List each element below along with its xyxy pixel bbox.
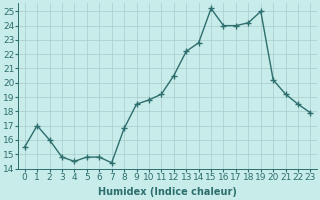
X-axis label: Humidex (Indice chaleur): Humidex (Indice chaleur)	[98, 187, 237, 197]
